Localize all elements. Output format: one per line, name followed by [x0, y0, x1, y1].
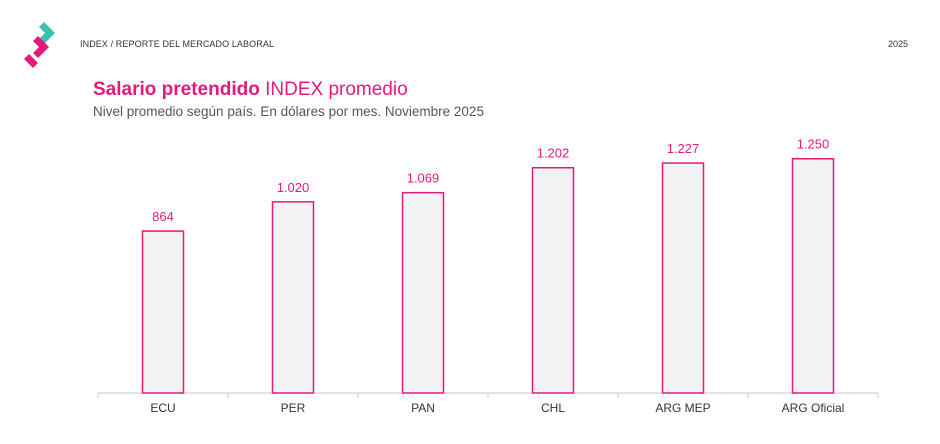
bar-value-label: 864 — [152, 209, 174, 224]
bar-arg-oficial — [791, 157, 835, 394]
bar-value-label: 1.202 — [537, 146, 570, 161]
bar-per — [271, 201, 315, 394]
x-axis-category-label: CHL — [541, 401, 565, 415]
chart-title-bold: Salario pretendido — [93, 79, 260, 100]
x-axis-category-label: PER — [281, 401, 306, 415]
index-logo-icon — [24, 22, 55, 68]
chart-title-rest: INDEX promedio — [265, 79, 408, 100]
bar-value-label: 1.227 — [667, 141, 700, 156]
bar-chl — [531, 166, 575, 394]
x-axis-category-label: ECU — [150, 401, 175, 415]
chart-title: Salario pretendido INDEX promedio — [93, 79, 408, 101]
bar-value-label: 1.069 — [407, 171, 440, 186]
report-year: 2025 — [887, 39, 908, 49]
x-axis-category-label: PAN — [411, 401, 435, 415]
breadcrumb: INDEX / REPORTE DEL MERCADO LABORAL — [80, 39, 275, 49]
x-axis-category-label: ARG Oficial — [782, 401, 845, 415]
bar-value-label: 1.020 — [277, 180, 310, 195]
x-axis-category-label: ARG MEP — [655, 401, 710, 415]
bar-pan — [401, 191, 445, 394]
bar-arg-mep — [661, 162, 705, 394]
bar-ecu — [141, 230, 185, 394]
chart-subtitle: Nivel promedio según país. En dólares po… — [93, 104, 484, 119]
bar-value-label: 1.250 — [797, 137, 830, 152]
